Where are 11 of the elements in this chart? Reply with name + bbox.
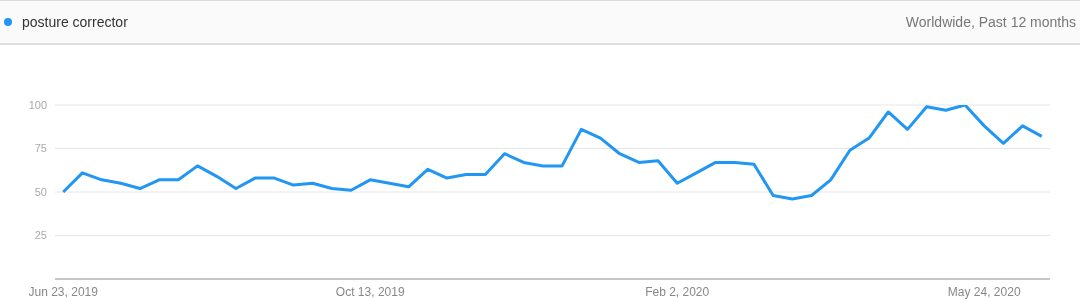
- x-tick-label: May 24, 2020: [947, 284, 1021, 299]
- chart-subtitle: Worldwide, Past 12 months: [905, 14, 1076, 30]
- line-series: [61, 105, 1044, 201]
- y-tick-label: 25: [34, 229, 47, 242]
- legend-label: posture corrector: [22, 14, 128, 30]
- y-tick-label: 100: [28, 98, 47, 111]
- x-tick-label: Jun 23, 2019: [28, 284, 99, 299]
- y-tick-label: 50: [34, 185, 47, 198]
- x-tick-label: Oct 13, 2019: [335, 284, 405, 299]
- y-tick-label: 75: [34, 142, 47, 155]
- x-tick-label: Feb 2, 2020: [645, 284, 710, 299]
